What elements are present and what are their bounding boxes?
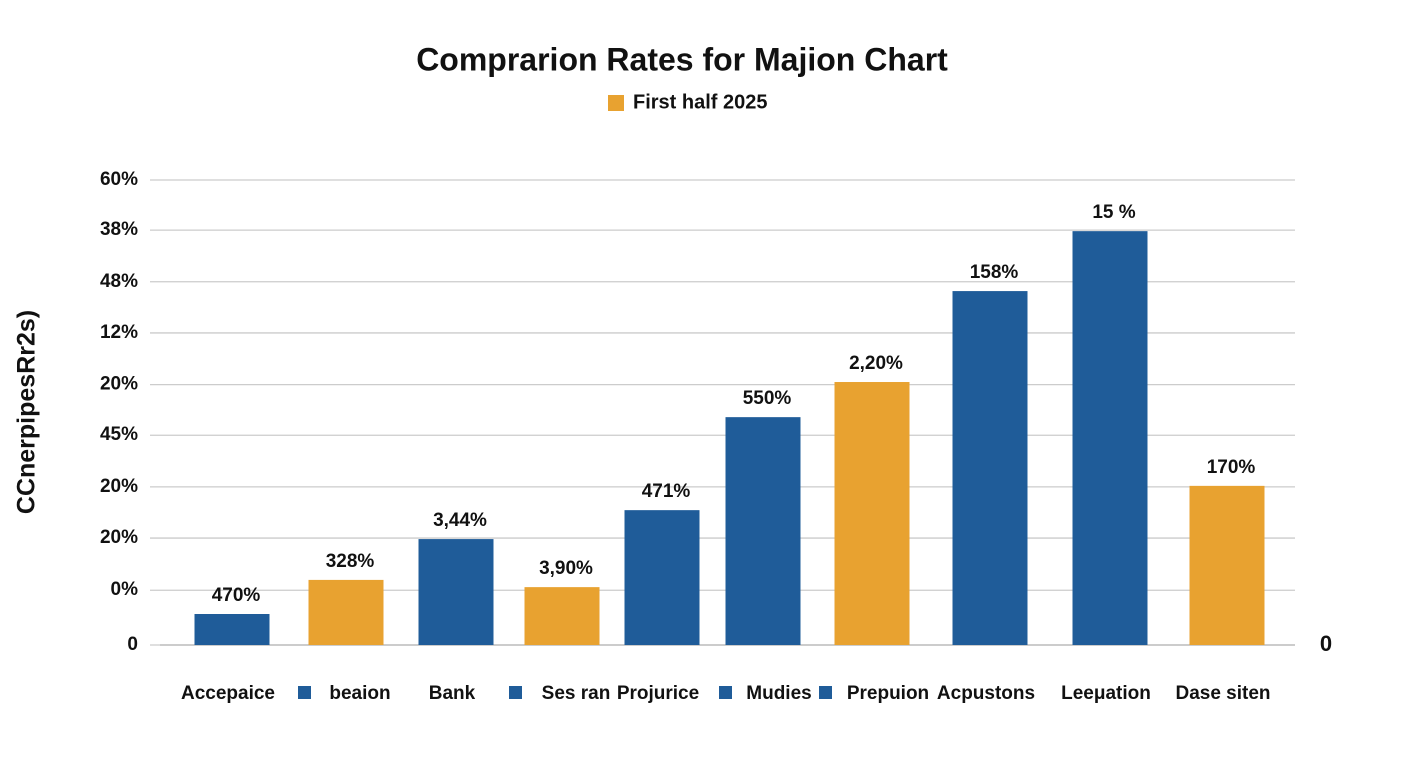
x-tick-label: Accepaice bbox=[181, 683, 275, 704]
y-tick-label: 20% bbox=[100, 476, 138, 497]
bar bbox=[834, 382, 910, 645]
category-icon bbox=[298, 686, 311, 699]
y-tick-label: 60% bbox=[100, 169, 138, 190]
y-axis-label: CCnerpipesRr2s) bbox=[13, 310, 41, 514]
legend-label: First half 2025 bbox=[633, 91, 768, 113]
value-label: 3,44% bbox=[433, 510, 487, 531]
bar bbox=[624, 510, 700, 645]
category-icon bbox=[719, 686, 732, 699]
x-tick-label: beaion bbox=[329, 683, 390, 704]
y-tick-label: 45% bbox=[100, 424, 138, 445]
x-tick-label: Prepuion bbox=[847, 683, 929, 704]
bar bbox=[524, 587, 600, 645]
legend-swatch bbox=[608, 95, 624, 111]
y-tick-label: 0 bbox=[127, 634, 138, 655]
value-label: 2,20% bbox=[849, 353, 903, 374]
x-tick-label: Ses ran bbox=[542, 683, 611, 704]
bar bbox=[1189, 485, 1265, 645]
bar bbox=[194, 614, 270, 645]
y-tick-label: 12% bbox=[100, 322, 138, 343]
value-label: 328% bbox=[326, 551, 375, 572]
y-tick-label: 38% bbox=[100, 219, 138, 240]
y-tick-label: 0% bbox=[111, 579, 139, 600]
x-tick-label: Leeμation bbox=[1061, 683, 1151, 704]
bar bbox=[725, 417, 801, 645]
value-label: 15 % bbox=[1092, 202, 1135, 223]
category-icon bbox=[509, 686, 522, 699]
right-axis-label: 0 bbox=[1320, 631, 1332, 656]
bar bbox=[308, 579, 384, 645]
y-tick-label: 48% bbox=[100, 271, 138, 292]
x-tick-label: Projurice bbox=[617, 683, 699, 704]
x-tick-label: Acpustons bbox=[937, 683, 1035, 704]
x-tick-label: Bank bbox=[429, 683, 476, 704]
y-tick-label: 20% bbox=[100, 374, 138, 395]
value-label: 170% bbox=[1207, 457, 1256, 478]
value-label: 471% bbox=[642, 481, 691, 502]
x-tick-label: Dase siten bbox=[1175, 683, 1270, 704]
value-label: 470% bbox=[212, 585, 261, 606]
category-icon bbox=[819, 686, 832, 699]
value-label: 3,90% bbox=[539, 558, 593, 579]
bar bbox=[952, 291, 1028, 645]
y-tick-label: 20% bbox=[100, 527, 138, 548]
bar bbox=[418, 539, 494, 645]
chart-title: Comprarion Rates for Majion Chart bbox=[416, 41, 948, 77]
value-label: 550% bbox=[743, 388, 792, 409]
value-label: 158% bbox=[970, 262, 1019, 283]
bar bbox=[1072, 231, 1148, 645]
x-tick-label: Mudies bbox=[746, 683, 811, 704]
